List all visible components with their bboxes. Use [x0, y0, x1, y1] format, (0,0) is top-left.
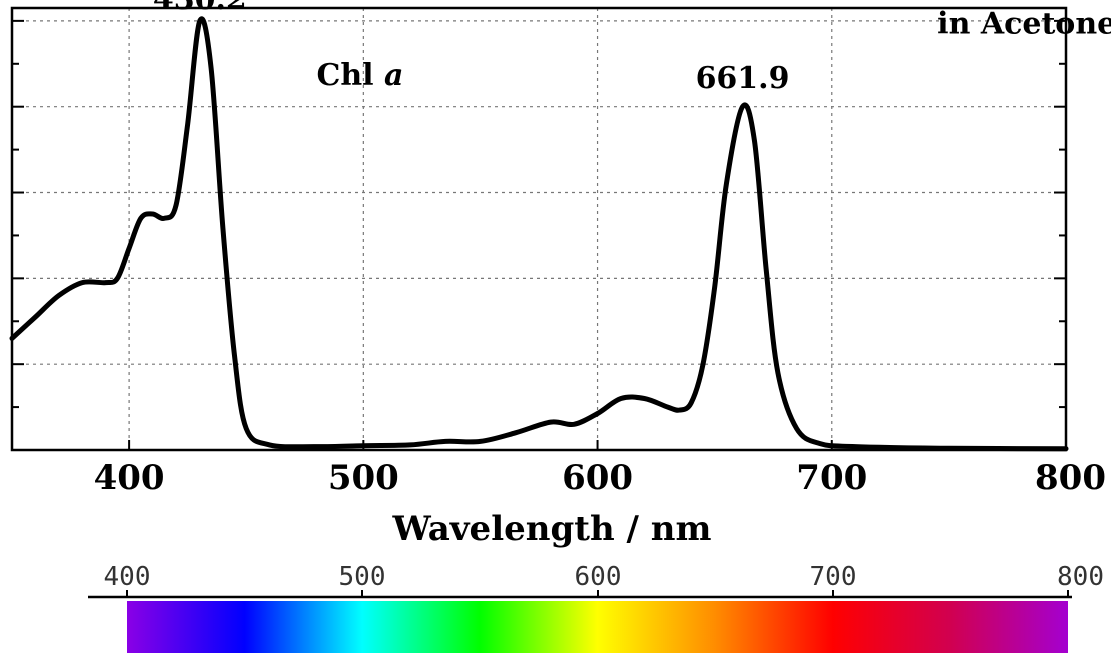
x-tick-label: 400	[94, 458, 165, 498]
x-tick-label: 700	[796, 458, 867, 498]
solvent-label: in Acetone	[937, 7, 1111, 42]
x-tick-label: 500	[328, 458, 399, 498]
spectrum-tick-label: 800	[1057, 562, 1104, 592]
x-tick-labels: 400 500 600 700 800	[94, 458, 1106, 498]
x-tick-label: 800	[1035, 458, 1106, 498]
peak-label-662: 661.9	[696, 61, 790, 96]
species-label-italic: a	[384, 58, 403, 93]
spectrum-bar: 400 500 600 700 800	[88, 562, 1104, 653]
axis-ticks	[12, 19, 1067, 450]
absorption-curve	[9, 16, 1069, 452]
species-label: Chl a	[316, 58, 403, 93]
peak-label-430: 430.2	[153, 0, 247, 17]
x-tick-label: 600	[562, 458, 633, 498]
spectrum-tick-label: 400	[104, 562, 151, 592]
spectrum-tick-label: 500	[339, 562, 386, 592]
x-axis-label: Wavelength / nm	[392, 509, 712, 549]
spectrum-gradient-bar	[127, 601, 1068, 653]
grid-lines	[12, 8, 1066, 450]
spectrum-tick-label: 700	[810, 562, 857, 592]
plot-frame	[10, 6, 1068, 452]
annotations: 430.2 661.9 Chl a in Acetone	[153, 0, 1111, 96]
spectrum-tick-label: 600	[575, 562, 622, 592]
